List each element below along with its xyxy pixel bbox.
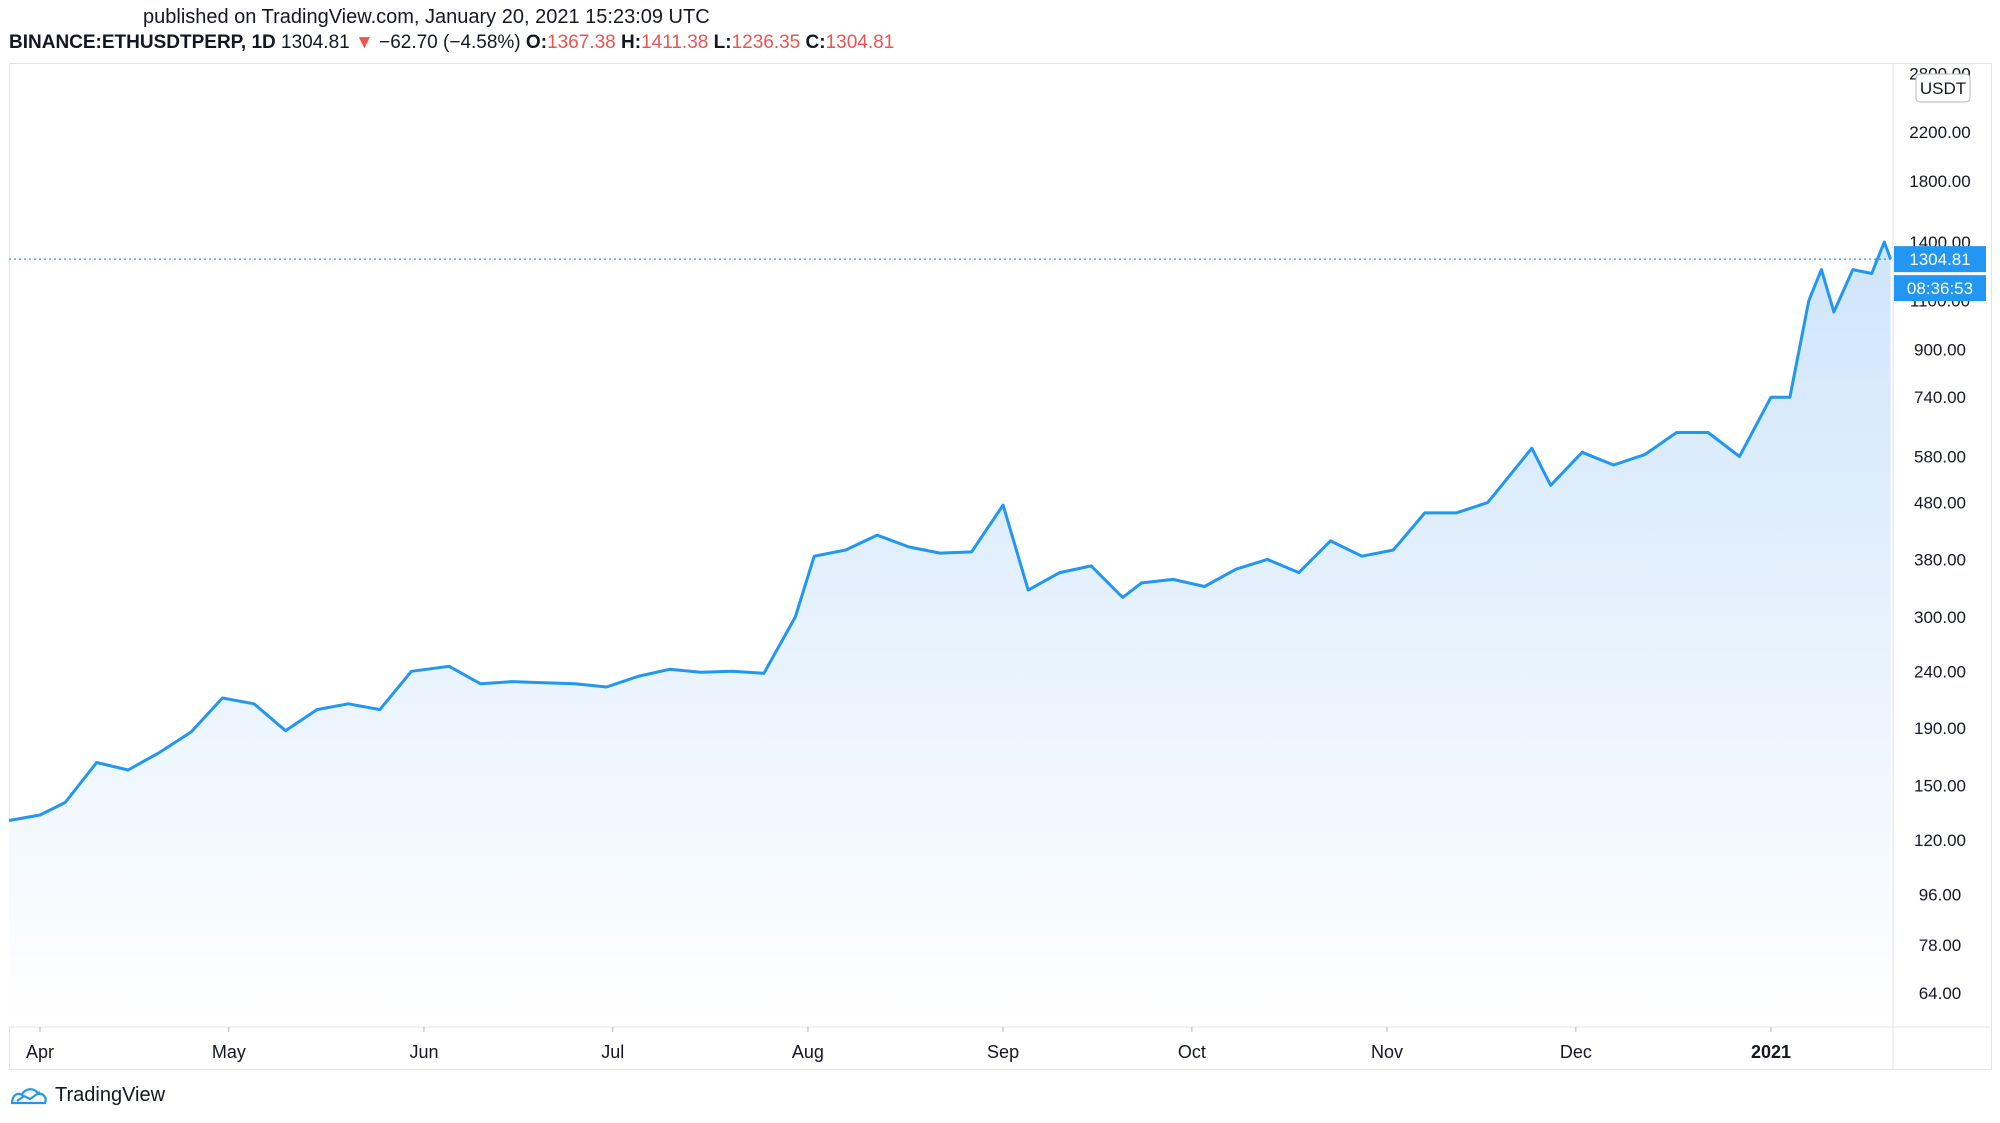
y-tick-label: 2200.00 [1909, 123, 1970, 142]
last-price-label-text: 1304.81 [1909, 250, 1970, 269]
close-value: 1304.81 [825, 32, 895, 53]
currency-label: USDT [1920, 79, 1966, 98]
footer-brand: TradingView [55, 1083, 166, 1106]
x-tick-label: Oct [1178, 1042, 1206, 1062]
y-tick-label: 480.00 [1914, 494, 1966, 513]
y-tick-label: 240.00 [1914, 662, 1966, 681]
price-line [8, 240, 1893, 822]
y-tick-label: 380.00 [1914, 550, 1966, 569]
y-tick-label: 900.00 [1914, 341, 1966, 360]
x-tick-label: Jun [409, 1042, 438, 1062]
x-tick-label: May [212, 1042, 246, 1062]
x-tick-label: Dec [1560, 1042, 1592, 1062]
low-label: L: [713, 32, 732, 53]
x-tick-label: Apr [26, 1042, 54, 1062]
bar-countdown-label-text: 08:36:53 [1907, 279, 1973, 298]
y-tick-label: 150.00 [1914, 777, 1966, 796]
last-price: 1304.81 [281, 32, 350, 53]
x-tick-label: 2021 [1751, 1042, 1791, 1062]
down-arrow-icon: ▼ [355, 32, 374, 53]
published-caption: published on TradingView.com, January 20… [143, 6, 710, 28]
high-label: H: [621, 32, 642, 53]
y-tick-label: 120.00 [1914, 831, 1966, 850]
open-label: O: [525, 32, 548, 53]
price-change: −62.70 (−4.58%) [379, 32, 521, 53]
symbol-header: BINANCE:ETHUSDTPERP, 1D 1304.81 ▼ −62.70… [9, 32, 894, 54]
close-label: C: [805, 32, 826, 53]
currency-badge[interactable]: USDT [1915, 73, 1971, 103]
bar-countdown-label: 08:36:53 [1894, 275, 1986, 302]
chart-frame[interactable] [9, 63, 1992, 1070]
y-tick-label: 300.00 [1914, 608, 1966, 627]
y-tick-label: 78.00 [1919, 936, 1962, 955]
footer: TradingView [9, 1083, 165, 1107]
tradingview-logo-icon [10, 1088, 47, 1105]
y-axis[interactable]: 2800.002200.001800.001400.001100.00900.0… [1909, 64, 1970, 1003]
y-tick-label: 1800.00 [1909, 172, 1970, 191]
y-tick-label: 64.00 [1919, 984, 1962, 1003]
x-tick-label: Aug [792, 1042, 824, 1062]
y-tick-label: 580.00 [1914, 447, 1966, 466]
last-price-label: 1304.81 [1894, 246, 1986, 273]
y-tick-label: 96.00 [1919, 885, 1962, 904]
low-value: 1236.35 [731, 32, 801, 53]
x-axis[interactable]: Apr May Jun Jul Aug Sep Oct Nov Dec 2021 [26, 1027, 1791, 1062]
open-value: 1367.38 [547, 32, 616, 53]
y-tick-label: 740.00 [1914, 388, 1966, 407]
x-tick-label: Sep [987, 1042, 1019, 1062]
high-value: 1411.38 [641, 32, 709, 53]
y-tick-label: 190.00 [1914, 719, 1966, 738]
symbol-name[interactable]: BINANCE:ETHUSDTPERP, 1D [9, 32, 276, 53]
x-tick-label: Jul [601, 1042, 624, 1062]
price-area-fill [9, 242, 1891, 1027]
x-tick-label: Nov [1371, 1042, 1403, 1062]
